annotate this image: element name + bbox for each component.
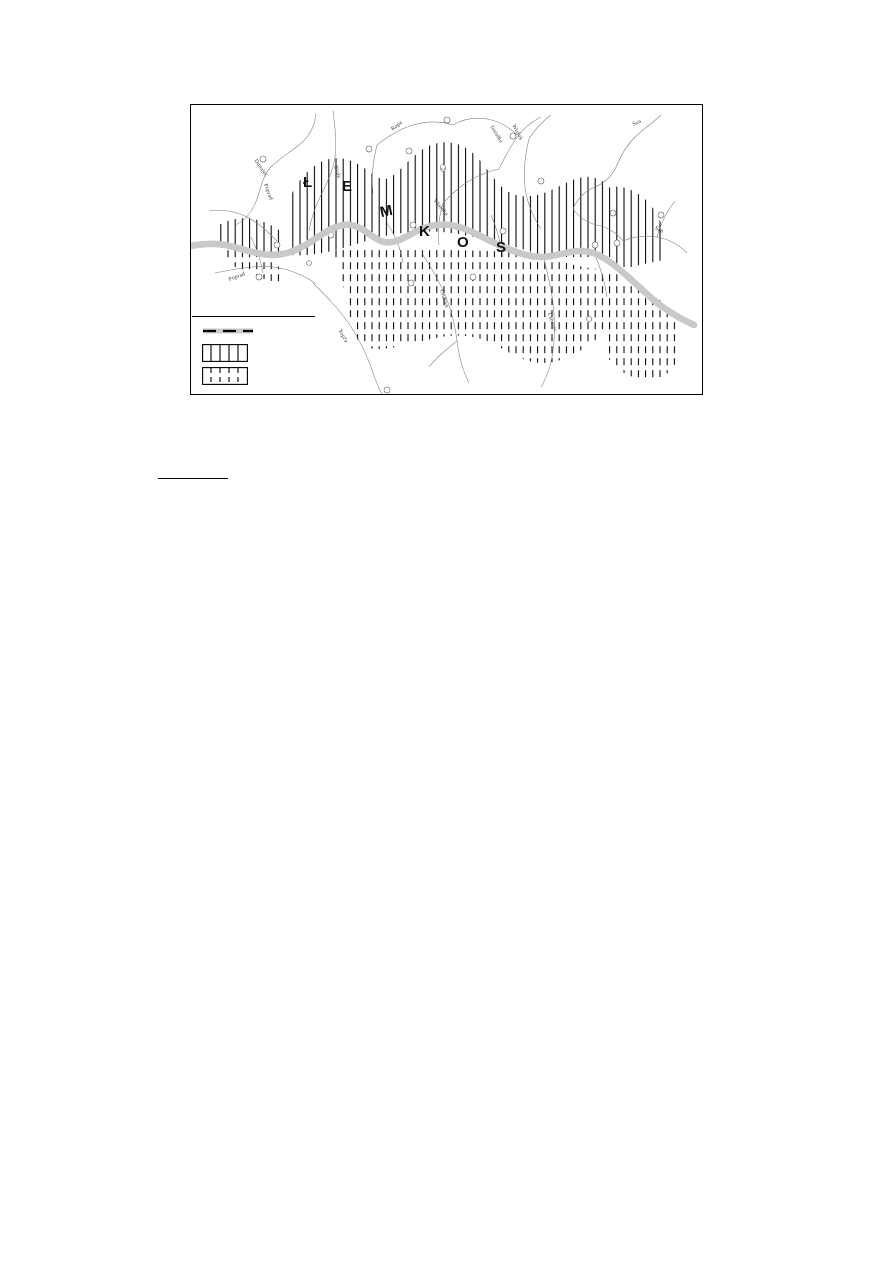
page-horizontal-rule (158, 478, 228, 479)
region-letter: S (496, 239, 507, 256)
state-border-line (191, 225, 698, 329)
map-figure: Ł E M K O S Dunajec Poprad Poprad Biała … (190, 104, 703, 395)
region-letter: E (342, 178, 353, 195)
river-network (208, 110, 688, 394)
legend-symbol-state-border (203, 328, 253, 334)
map-frame: Ł E M K O S Dunajec Poprad Poprad Biała … (190, 104, 703, 395)
legend-symbol-solid-hatch (202, 344, 248, 362)
legend-top-divider (192, 316, 315, 317)
region-letter: O (457, 234, 469, 251)
map-drawing (191, 110, 698, 394)
map-legend (192, 316, 315, 395)
region-letter: Ł (303, 174, 313, 191)
map-scalebar (208, 393, 302, 395)
settlement-dots (255, 116, 665, 394)
region-letter: K (419, 223, 430, 240)
legend-symbol-dashed-hatch (202, 367, 248, 385)
